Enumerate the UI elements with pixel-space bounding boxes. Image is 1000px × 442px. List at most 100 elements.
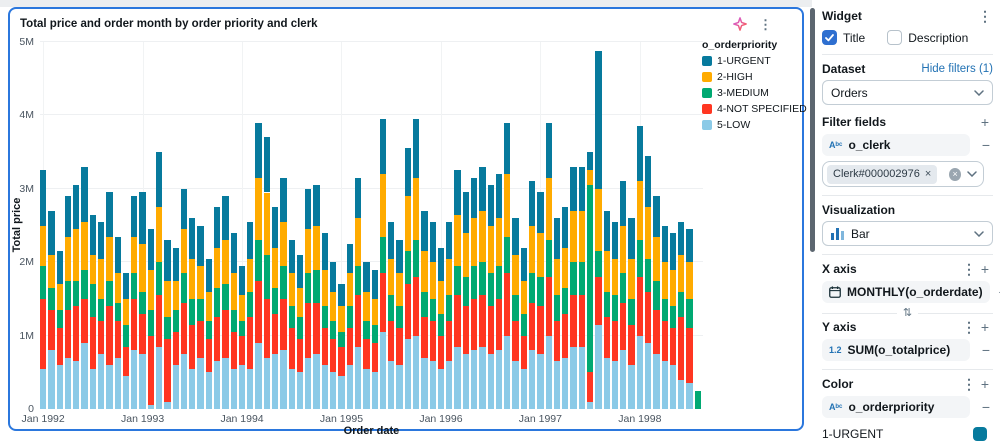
bar-segment[interactable] [40,170,47,226]
bar-segment[interactable] [644,258,652,292]
bar-segment[interactable] [504,174,511,237]
bar-segment[interactable] [495,218,503,266]
bar-segment[interactable] [280,298,287,351]
bar-segment[interactable] [528,225,536,274]
bar-segment[interactable] [56,364,63,409]
bar-segment[interactable] [296,317,304,340]
dataset-select[interactable]: Orders [822,80,993,105]
bar-segment[interactable] [338,375,345,409]
bar-segment[interactable] [81,166,88,222]
bar-segment[interactable] [296,287,304,318]
bar-segment[interactable] [147,269,155,310]
bar-segment[interactable] [247,291,254,318]
bar-segment[interactable] [371,298,378,325]
visualization-select[interactable]: Bar [822,221,993,246]
bar-segment[interactable] [354,265,362,296]
bar-segment[interactable] [98,221,105,259]
bar-segment[interactable] [64,196,72,237]
bar-segment[interactable] [346,243,353,274]
bar-segment[interactable] [504,273,511,336]
bar-segment[interactable] [305,273,312,303]
bar-segment[interactable] [280,350,287,409]
bar-segment[interactable] [247,258,254,292]
bar-segment[interactable] [354,346,362,409]
bar-segment[interactable] [586,152,594,171]
bar-segment[interactable] [512,361,519,409]
bar-segment[interactable] [586,185,594,373]
bar-segment[interactable] [644,207,652,259]
bar-segment[interactable] [263,254,271,299]
bar-segment[interactable] [122,273,130,299]
bar-segment[interactable] [64,280,72,310]
bar-segment[interactable] [620,273,627,303]
bar-segment[interactable] [40,265,47,299]
bar-segment[interactable] [164,401,171,409]
bar-segment[interactable] [603,210,610,252]
x-axis-menu-kebab-icon[interactable]: ⋮ [962,260,976,277]
bar-segment[interactable] [296,372,304,409]
bar-segment[interactable] [139,192,146,244]
bar-segment[interactable] [189,368,196,409]
bar-segment[interactable] [354,218,362,266]
bar-segment[interactable] [636,126,643,182]
bar-segment[interactable] [562,207,569,248]
bar-segment[interactable] [528,350,536,409]
bar-segment[interactable] [454,295,461,347]
bar-segment[interactable] [338,331,345,347]
bar-segment[interactable] [338,306,345,332]
bar-segment[interactable] [180,273,188,303]
bar-segment[interactable] [520,335,527,369]
bar-segment[interactable] [131,196,138,237]
bar-segment[interactable] [255,240,262,281]
bar-segment[interactable] [255,177,262,241]
bar-segment[interactable] [40,368,47,409]
bar-segment[interactable] [272,313,279,354]
bar-segment[interactable] [628,364,635,409]
bar-segment[interactable] [230,331,237,369]
bar-segment[interactable] [404,339,411,409]
bar-segment[interactable] [114,302,121,321]
bar-segment[interactable] [156,152,163,208]
title-checkbox[interactable] [822,30,837,45]
bar-segment[interactable] [644,291,652,343]
bar-segment[interactable] [230,232,237,274]
bar-segment[interactable] [189,218,196,259]
bar-segment[interactable] [396,364,403,409]
bar-segment[interactable] [628,298,635,325]
bar-segment[interactable] [363,262,370,292]
bar-segment[interactable] [404,284,411,340]
legend-item[interactable]: 5-LOW [702,119,804,131]
bar-segment[interactable] [222,240,229,285]
bar-segment[interactable] [247,317,254,369]
bar-segment[interactable] [114,357,121,409]
bar-segment[interactable] [669,306,677,329]
bar-segment[interactable] [56,309,63,329]
bar-segment[interactable] [421,251,428,292]
bar-segment[interactable] [288,328,295,369]
legend-item[interactable]: 1-URGENT [702,55,804,67]
bar-segment[interactable] [139,243,146,292]
bar-segment[interactable] [545,240,552,277]
bar-segment[interactable] [172,309,179,332]
bar-segment[interactable] [238,265,246,296]
bar-segment[interactable] [81,221,88,270]
bar-segment[interactable] [479,210,486,263]
bar-segment[interactable] [106,306,113,365]
bar-segment[interactable] [205,339,213,373]
bar-segment[interactable] [131,273,138,299]
bar-segment[interactable] [172,247,179,281]
bar-segment[interactable] [180,353,188,409]
bar-segment[interactable] [537,232,544,277]
bar-segment[interactable] [305,357,312,409]
panel-menu-kebab-icon[interactable]: ⋮ [978,7,992,24]
bar-segment[interactable] [437,368,445,409]
bar-segment[interactable] [313,302,320,354]
bar-segment[interactable] [603,317,610,358]
bar-segment[interactable] [620,225,627,274]
bar-segment[interactable] [396,240,403,274]
bar-segment[interactable] [562,357,569,409]
bar-segment[interactable] [586,372,594,402]
bar-segment[interactable] [661,361,668,409]
bar-segment[interactable] [487,273,494,307]
bar-segment[interactable] [122,298,130,325]
